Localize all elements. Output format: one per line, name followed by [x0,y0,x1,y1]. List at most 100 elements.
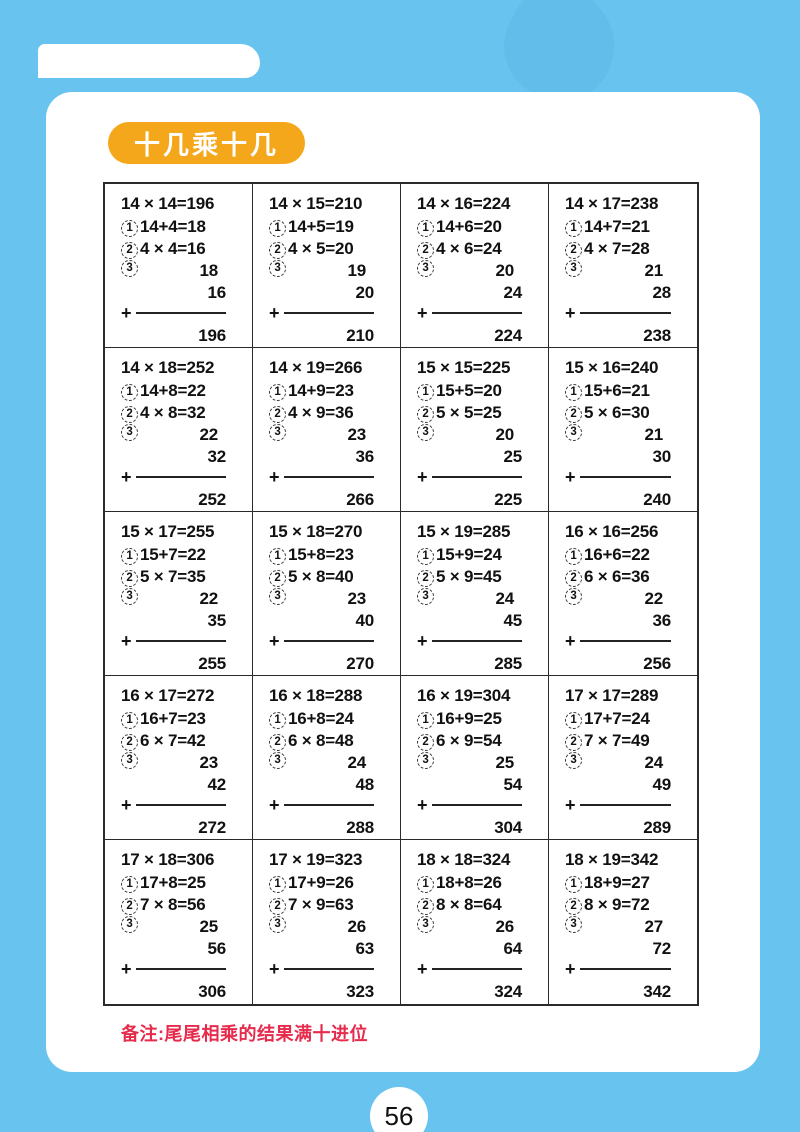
plus-sign: + [565,303,576,323]
cell-addend1: 22 [199,589,218,608]
cell-equation: 17 × 19=323 [269,850,363,869]
cell-addend2-row: 20 [269,282,400,304]
sum-rule-line [432,476,522,478]
step1-marker-icon: 1 [121,220,138,237]
cell-result: 255 [198,654,226,673]
cell-addend2: 35 [207,611,226,630]
cell-addend2: 32 [207,447,226,466]
plus-sign: + [565,467,576,487]
cell-step3-row: 3 26 [417,916,548,938]
step1-marker-icon: 1 [565,220,582,237]
sum-rule-line [432,640,522,642]
step2-marker-icon: 2 [121,898,138,915]
cell-addend1: 21 [644,261,663,280]
cell-result: 196 [198,326,226,345]
cell-result: 304 [494,818,522,837]
cell-equation: 14 × 19=266 [269,358,363,377]
cell-addend1: 23 [199,753,218,772]
cell-plus-row: + [565,632,697,650]
cell-addend2-row: 63 [269,938,400,960]
sum-rule-line [284,476,374,478]
cell-step1: 15+6=21 [584,381,650,400]
step3-marker-icon: 3 [565,588,582,605]
cell-result-row: 210 [269,325,400,347]
plus-sign: + [121,467,132,487]
cell-step3-row: 3 21 [565,424,697,446]
cell-addend1: 22 [644,589,663,608]
cell-result-row: 256 [565,653,697,675]
cell-step3-row: 3 24 [565,752,697,774]
cell-addend1: 26 [495,917,514,936]
cell-addend2: 72 [652,939,671,958]
cell-step1-row: 1 15+6=21 [565,380,697,402]
cell-step3-row: 3 18 [121,260,252,282]
step3-marker-icon: 3 [565,260,582,277]
cell-plus-row: + [121,304,252,322]
cell-addend2-row: 35 [121,610,252,632]
cell-result: 272 [198,818,226,837]
cell-step1-row: 1 15+5=20 [417,380,548,402]
step3-marker-icon: 3 [417,588,434,605]
step3-marker-icon: 3 [269,752,286,769]
cell-plus-row: + [269,960,400,978]
footnote: 备注:尾尾相乘的结果满十进位 [121,1020,368,1046]
step3-marker-icon: 3 [121,424,138,441]
cell-equation: 14 × 16=224 [417,194,511,213]
cell-result: 224 [494,326,522,345]
step2-marker-icon: 2 [417,898,434,915]
step1-marker-icon: 1 [121,384,138,401]
cell-step1: 16+8=24 [288,709,354,728]
cell-result: 266 [346,490,374,509]
cell-step3-row: 3 23 [121,752,252,774]
plus-sign: + [417,795,428,815]
plus-sign: + [121,303,132,323]
cell-step3-row: 3 22 [121,588,252,610]
step2-marker-icon: 2 [269,734,286,751]
cell-result: 225 [494,490,522,509]
sum-rule-line [136,968,226,970]
step3-marker-icon: 3 [269,424,286,441]
step2-marker-icon: 2 [269,406,286,423]
cell-step1: 14+6=20 [436,217,502,236]
cell-step1-row: 1 14+9=23 [269,380,400,402]
cell-step1: 14+7=21 [584,217,650,236]
step2-marker-icon: 2 [269,898,286,915]
cell-addend2: 36 [355,447,374,466]
section-title: 十几乘十几 [134,129,280,160]
cell-step2: 7 × 7=49 [584,731,650,750]
cell-addend2-row: 24 [417,282,548,304]
cell-addend2: 28 [652,283,671,302]
plus-sign: + [269,959,280,979]
cell-plus-row: + [565,960,697,978]
cell-addend2-row: 49 [565,774,697,796]
cell-plus-row: + [417,960,548,978]
cell-step1: 18+8=26 [436,873,502,892]
cell-result-row: 289 [565,817,697,839]
cell-plus-row: + [565,304,697,322]
step3-marker-icon: 3 [565,916,582,933]
step1-marker-icon: 1 [269,712,286,729]
cell-result: 306 [198,982,226,1001]
cell-addend2: 64 [503,939,522,958]
cell-addend2: 36 [652,611,671,630]
cell-equation: 15 × 17=255 [121,522,215,541]
plus-sign: + [121,959,132,979]
cell-step2: 4 × 7=28 [584,239,650,258]
cell-addend2-row: 40 [269,610,400,632]
cell-result-row: 324 [417,981,548,1003]
cell-step1: 15+8=23 [288,545,354,564]
cell-plus-row: + [417,796,548,814]
cell-equation: 18 × 19=342 [565,850,659,869]
